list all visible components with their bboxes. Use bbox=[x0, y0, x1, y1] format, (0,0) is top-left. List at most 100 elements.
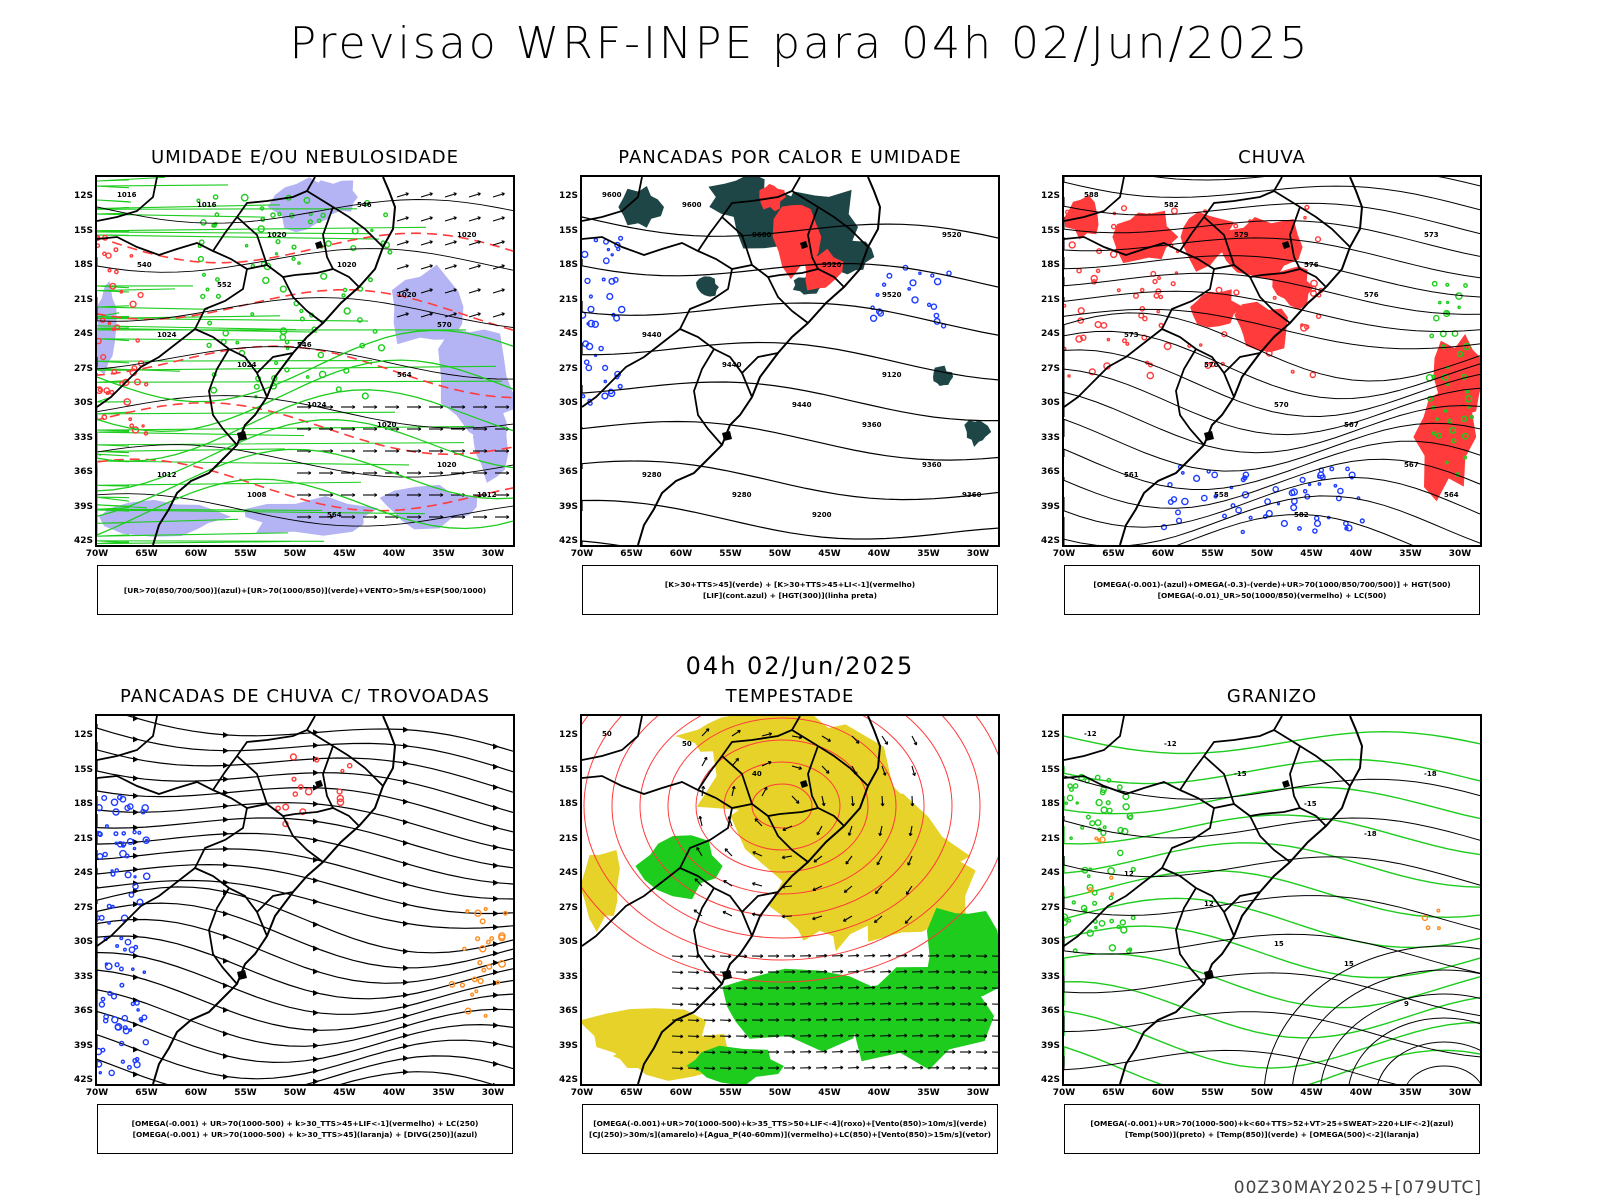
thickness-cell bbox=[143, 431, 149, 436]
streamline-arrow bbox=[133, 852, 139, 859]
wind-vector-head bbox=[812, 916, 816, 921]
rain-cell bbox=[1075, 335, 1083, 343]
latitude-tick: 18S bbox=[1040, 799, 1060, 809]
omega-cell bbox=[1174, 509, 1181, 516]
temp850-cell bbox=[1130, 915, 1136, 921]
contour-label: 50 bbox=[682, 740, 692, 748]
wind-vector-head bbox=[776, 986, 780, 991]
state-border bbox=[807, 745, 819, 809]
wind-vector-head bbox=[888, 1049, 892, 1054]
rain-cell bbox=[1244, 338, 1249, 343]
wind-vector-head bbox=[792, 1017, 796, 1022]
lifted-index-contour bbox=[930, 273, 935, 278]
wind-vector bbox=[847, 954, 860, 957]
divergence-cell bbox=[131, 967, 135, 971]
humidity-cell bbox=[284, 339, 290, 345]
wind-vector-head bbox=[913, 741, 918, 746]
thickness-cell bbox=[122, 378, 130, 387]
wind-vector bbox=[863, 1050, 876, 1053]
state-border bbox=[282, 276, 324, 324]
wind-vector-head bbox=[330, 493, 334, 497]
longitude-tick: 65W bbox=[1102, 1088, 1125, 1098]
wind-vector bbox=[687, 1003, 700, 1006]
wind-vector-head bbox=[760, 1002, 764, 1007]
longitude-tick: 70W bbox=[85, 549, 109, 559]
temp850-cell bbox=[1086, 884, 1094, 892]
divergence-cell bbox=[136, 898, 144, 906]
wind-vector bbox=[876, 855, 883, 866]
humidity-cell bbox=[201, 272, 207, 277]
streamline-arrow bbox=[223, 933, 229, 940]
omega-cell bbox=[1445, 460, 1449, 465]
wind-vector-head bbox=[984, 1050, 988, 1055]
streamline bbox=[97, 1071, 494, 1084]
wind-vector bbox=[761, 732, 772, 737]
temp500-contour bbox=[1264, 945, 1480, 1084]
divergence-cell bbox=[118, 966, 124, 972]
divergence-cell bbox=[126, 837, 134, 845]
map-canvas: 588 582 579 576 576 573 573 570 570 567 567 564 561 5… bbox=[1064, 177, 1480, 545]
humidity-cell bbox=[214, 222, 218, 226]
wind-vector-head bbox=[792, 1033, 796, 1038]
wind-vector-head bbox=[744, 1066, 748, 1071]
lifted-index-contour bbox=[587, 305, 595, 313]
state-border bbox=[97, 236, 296, 278]
wind-vector-head bbox=[712, 1002, 716, 1007]
wind-vector-head bbox=[910, 803, 915, 807]
omega-cell bbox=[1427, 395, 1434, 402]
longitude-tick: 35W bbox=[1399, 1088, 1422, 1098]
temp500-contour bbox=[1377, 1041, 1480, 1084]
humidity-cell bbox=[200, 219, 207, 226]
longitude-tick: 60W bbox=[1151, 549, 1175, 559]
longitude-tick: 40W bbox=[867, 549, 891, 559]
wind-vector-head bbox=[984, 954, 988, 959]
omega-cell bbox=[1193, 474, 1201, 483]
longitude-tick: 30W bbox=[481, 549, 505, 559]
temp850-cell bbox=[1122, 803, 1130, 811]
contour-label: 1024 bbox=[307, 401, 327, 409]
wind-vector-head bbox=[776, 970, 780, 975]
longitude-tick: 65W bbox=[620, 549, 643, 559]
latitude-tick: 18S bbox=[1040, 260, 1060, 270]
wind-vector-head bbox=[776, 1018, 780, 1023]
divergence-cell bbox=[114, 841, 119, 846]
thunderstorm-cell bbox=[336, 794, 345, 803]
streamline bbox=[97, 848, 513, 900]
instability-area bbox=[618, 186, 664, 228]
state-border bbox=[1249, 276, 1291, 324]
divergence-cell bbox=[98, 1001, 106, 1008]
lifted-index-contour bbox=[911, 296, 919, 304]
wind-vector bbox=[444, 312, 457, 318]
humidity-cell bbox=[240, 193, 249, 202]
wind-vector-head bbox=[696, 1050, 700, 1055]
latitude-tick: 36S bbox=[1040, 1006, 1060, 1016]
streamline-arrow bbox=[313, 801, 319, 807]
wind-vector bbox=[671, 987, 684, 990]
latitude-axis: 12S 15S 18S 21S 24S 27S 30S 33S 36S 39S 42S bbox=[1032, 714, 1060, 1086]
wind-vector bbox=[492, 264, 505, 270]
contour-label: 1020 bbox=[377, 421, 397, 429]
streamline-arrow bbox=[403, 819, 409, 826]
rain-cell bbox=[1303, 215, 1307, 220]
rain-cell bbox=[1156, 309, 1161, 314]
height-contour bbox=[1064, 368, 1480, 436]
divergence-cell bbox=[137, 830, 142, 835]
contour-label: 552 bbox=[217, 281, 232, 289]
wind-vector-head bbox=[792, 1049, 796, 1054]
omega-cell bbox=[1317, 471, 1325, 479]
humidity-contour bbox=[97, 478, 513, 536]
wind-vector-head bbox=[696, 846, 700, 851]
wind-vector-head bbox=[904, 985, 908, 990]
wind-vector-head bbox=[477, 264, 481, 269]
latitude-axis: 12S 15S 18S 21S 24S 27S 30S 33S 36S 39S 42S bbox=[550, 175, 578, 547]
latitude-tick: 42S bbox=[1040, 1075, 1060, 1085]
wind-vector bbox=[687, 1051, 700, 1054]
streamline-arrow bbox=[313, 769, 319, 776]
thickness-cell bbox=[99, 317, 106, 323]
streamline-arrow bbox=[223, 816, 229, 823]
temp500-contour bbox=[1320, 993, 1480, 1084]
wind-vector-head bbox=[731, 785, 736, 790]
thickness-contour bbox=[97, 458, 513, 512]
height-contour bbox=[582, 540, 620, 545]
humidity-cell bbox=[316, 218, 322, 224]
